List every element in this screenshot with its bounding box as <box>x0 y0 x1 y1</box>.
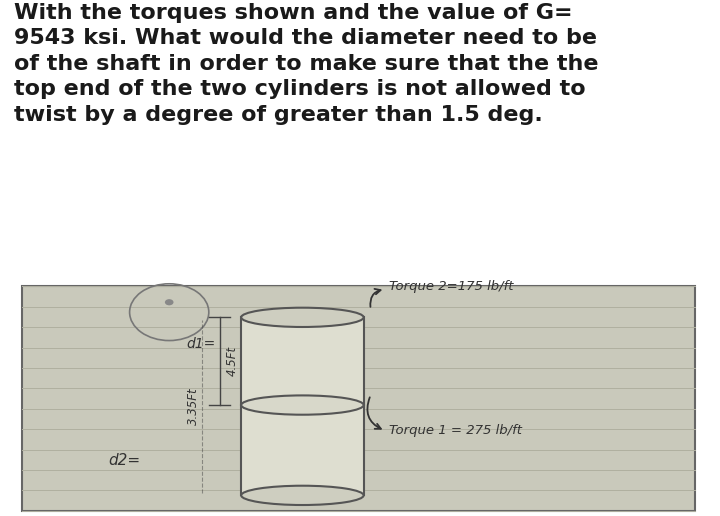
Circle shape <box>165 299 174 305</box>
Bar <box>22 286 695 511</box>
Text: d1=: d1= <box>186 337 216 351</box>
Bar <box>241 405 364 495</box>
Bar <box>241 317 364 405</box>
Ellipse shape <box>241 395 364 415</box>
Text: 3.35Ft: 3.35Ft <box>187 388 200 425</box>
Text: Torque 2=175 lb/ft: Torque 2=175 lb/ft <box>389 280 513 293</box>
Text: Torque 1 = 275 lb/ft: Torque 1 = 275 lb/ft <box>389 424 522 438</box>
Text: d2=: d2= <box>108 453 140 468</box>
Text: With the torques shown and the value of G=
9543 ksi. What would the diameter nee: With the torques shown and the value of … <box>14 3 599 125</box>
Ellipse shape <box>241 308 364 327</box>
Text: 4.5Ft: 4.5Ft <box>225 346 238 376</box>
Ellipse shape <box>241 486 364 505</box>
